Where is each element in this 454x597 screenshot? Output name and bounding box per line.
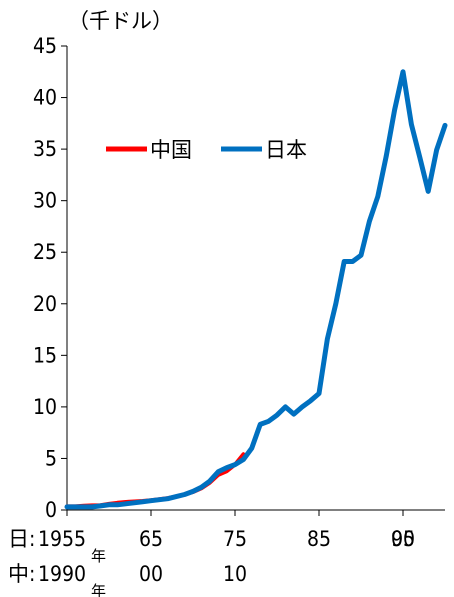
legend: 中国 日本 <box>106 138 307 162</box>
x-tick-label-china: 10 <box>223 562 247 586</box>
japan-axis-prefix: 日: <box>8 527 35 551</box>
china-year-suffix: 年 <box>91 582 106 597</box>
y-tick-label: 5 <box>45 446 57 470</box>
x-tick-label-china: 1990 <box>38 562 86 586</box>
unit-label: （千ドル） <box>68 9 173 33</box>
x-tick-label-japan: 1955 <box>38 527 86 551</box>
x-ticks-china: 1990 00 10 <box>38 562 247 586</box>
y-tick-labels: 0 5 10 15 20 25 30 35 40 45 <box>33 34 57 522</box>
china-axis-prefix: 中: <box>8 562 35 586</box>
y-tick-label: 10 <box>33 395 57 419</box>
y-tick-label: 40 <box>33 86 57 110</box>
y-tick-label: 0 <box>45 498 57 522</box>
y-tick-label: 45 <box>33 34 57 58</box>
y-tick-label: 30 <box>33 189 57 213</box>
japan-year-suffix: 年 <box>91 547 106 565</box>
x-tick-label-china: 00 <box>139 562 163 586</box>
x-tick-label-japan: 95 <box>391 527 415 551</box>
series-lines <box>64 69 448 510</box>
x-tick-label-japan: 65 <box>139 527 163 551</box>
y-tick-label: 25 <box>33 240 57 264</box>
x-tick-label-japan: 85 <box>307 527 331 551</box>
series-line-japan <box>64 69 448 510</box>
legend-label-china: 中国 <box>150 138 192 162</box>
y-tick-label: 35 <box>33 137 57 161</box>
axes <box>61 45 445 516</box>
y-tick-label: 20 <box>33 292 57 316</box>
x-tick-label-japan: 00 <box>391 527 415 551</box>
y-tick-label: 15 <box>33 343 57 367</box>
x-tick-label-japan: 75 <box>223 527 247 551</box>
legend-label-japan: 日本 <box>265 138 307 162</box>
